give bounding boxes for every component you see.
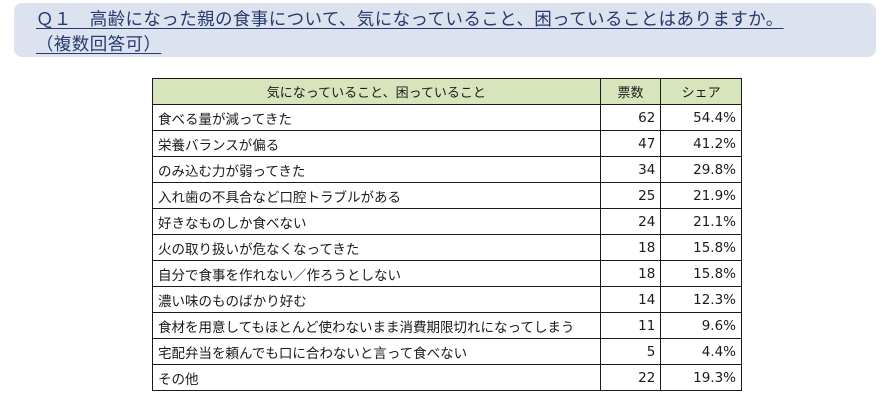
row-share: 21.1%: [660, 208, 742, 235]
table-row: のみ込む力が弱ってきた 34 29.8%: [152, 156, 742, 183]
header-share: シェア: [660, 78, 742, 105]
table-row: 火の取り扱いが危なくなってきた 18 15.8%: [152, 234, 742, 261]
row-item: 好きなものしか食べない: [152, 208, 601, 235]
row-share: 15.8%: [660, 234, 742, 261]
question-line-2: （複数回答可）: [36, 35, 162, 55]
table-row: 食べる量が減ってきた 62 54.4%: [152, 104, 742, 131]
table-row: 入れ歯の不具合など口腔トラブルがある 25 21.9%: [152, 182, 742, 209]
row-share: 21.9%: [660, 182, 742, 209]
table-row: 宅配弁当を頼んでも口に合わないと言って食べない 5 4.4%: [152, 338, 742, 365]
row-votes: 14: [599, 286, 662, 313]
row-item: 火の取り扱いが危なくなってきた: [152, 234, 601, 261]
row-item: のみ込む力が弱ってきた: [152, 156, 601, 183]
row-votes: 11: [599, 312, 662, 339]
question-banner: Ｑ１ 高齢になった親の食事について、気になっていること、困っていることはあります…: [14, 3, 876, 57]
row-item: その他: [152, 364, 601, 391]
table-row: 自分で食事を作れない／作ろうとしない 18 15.8%: [152, 260, 742, 287]
row-item: 入れ歯の不具合など口腔トラブルがある: [152, 182, 601, 209]
header-item: 気になっていること、困っていること: [152, 78, 601, 105]
row-votes: 22: [599, 364, 662, 391]
row-item: 栄養バランスが偏る: [152, 130, 601, 157]
row-share: 9.6%: [660, 312, 742, 339]
row-share: 41.2%: [660, 130, 742, 157]
row-votes: 25: [599, 182, 662, 209]
row-item: 食材を用意してもほとんど使わないまま消費期限切れになってしまう: [152, 312, 601, 339]
row-votes: 5: [599, 338, 662, 365]
question-title: Ｑ１ 高齢になった親の食事について、気になっていること、困っていることはあります…: [36, 9, 784, 56]
table-header-row: 気になっていること、困っていること 票数 シェア: [152, 78, 742, 105]
row-share: 15.8%: [660, 260, 742, 287]
table-row: 濃い味のものばかり好む 14 12.3%: [152, 286, 742, 313]
row-item: 濃い味のものばかり好む: [152, 286, 601, 313]
row-share: 54.4%: [660, 104, 742, 131]
row-item: 自分で食事を作れない／作ろうとしない: [152, 260, 601, 287]
row-share: 19.3%: [660, 364, 742, 391]
table-row: 食材を用意してもほとんど使わないまま消費期限切れになってしまう 11 9.6%: [152, 312, 742, 339]
row-votes: 47: [599, 130, 662, 157]
row-votes: 62: [599, 104, 662, 131]
header-votes: 票数: [599, 78, 662, 105]
results-table: 気になっていること、困っていること 票数 シェア 食べる量が減ってきた 62 54.…: [152, 78, 742, 391]
table-row: 好きなものしか食べない 24 21.1%: [152, 208, 742, 235]
table-row: 栄養バランスが偏る 47 41.2%: [152, 130, 742, 157]
row-votes: 18: [599, 234, 662, 261]
row-item: 宅配弁当を頼んでも口に合わないと言って食べない: [152, 338, 601, 365]
row-share: 4.4%: [660, 338, 742, 365]
row-votes: 34: [599, 156, 662, 183]
table-row: その他 22 19.3%: [152, 364, 742, 391]
row-votes: 18: [599, 260, 662, 287]
row-share: 12.3%: [660, 286, 742, 313]
row-votes: 24: [599, 208, 662, 235]
row-item: 食べる量が減ってきた: [152, 104, 601, 131]
question-line-1: Ｑ１ 高齢になった親の食事について、気になっていること、困っていることはあります…: [36, 10, 784, 30]
row-share: 29.8%: [660, 156, 742, 183]
